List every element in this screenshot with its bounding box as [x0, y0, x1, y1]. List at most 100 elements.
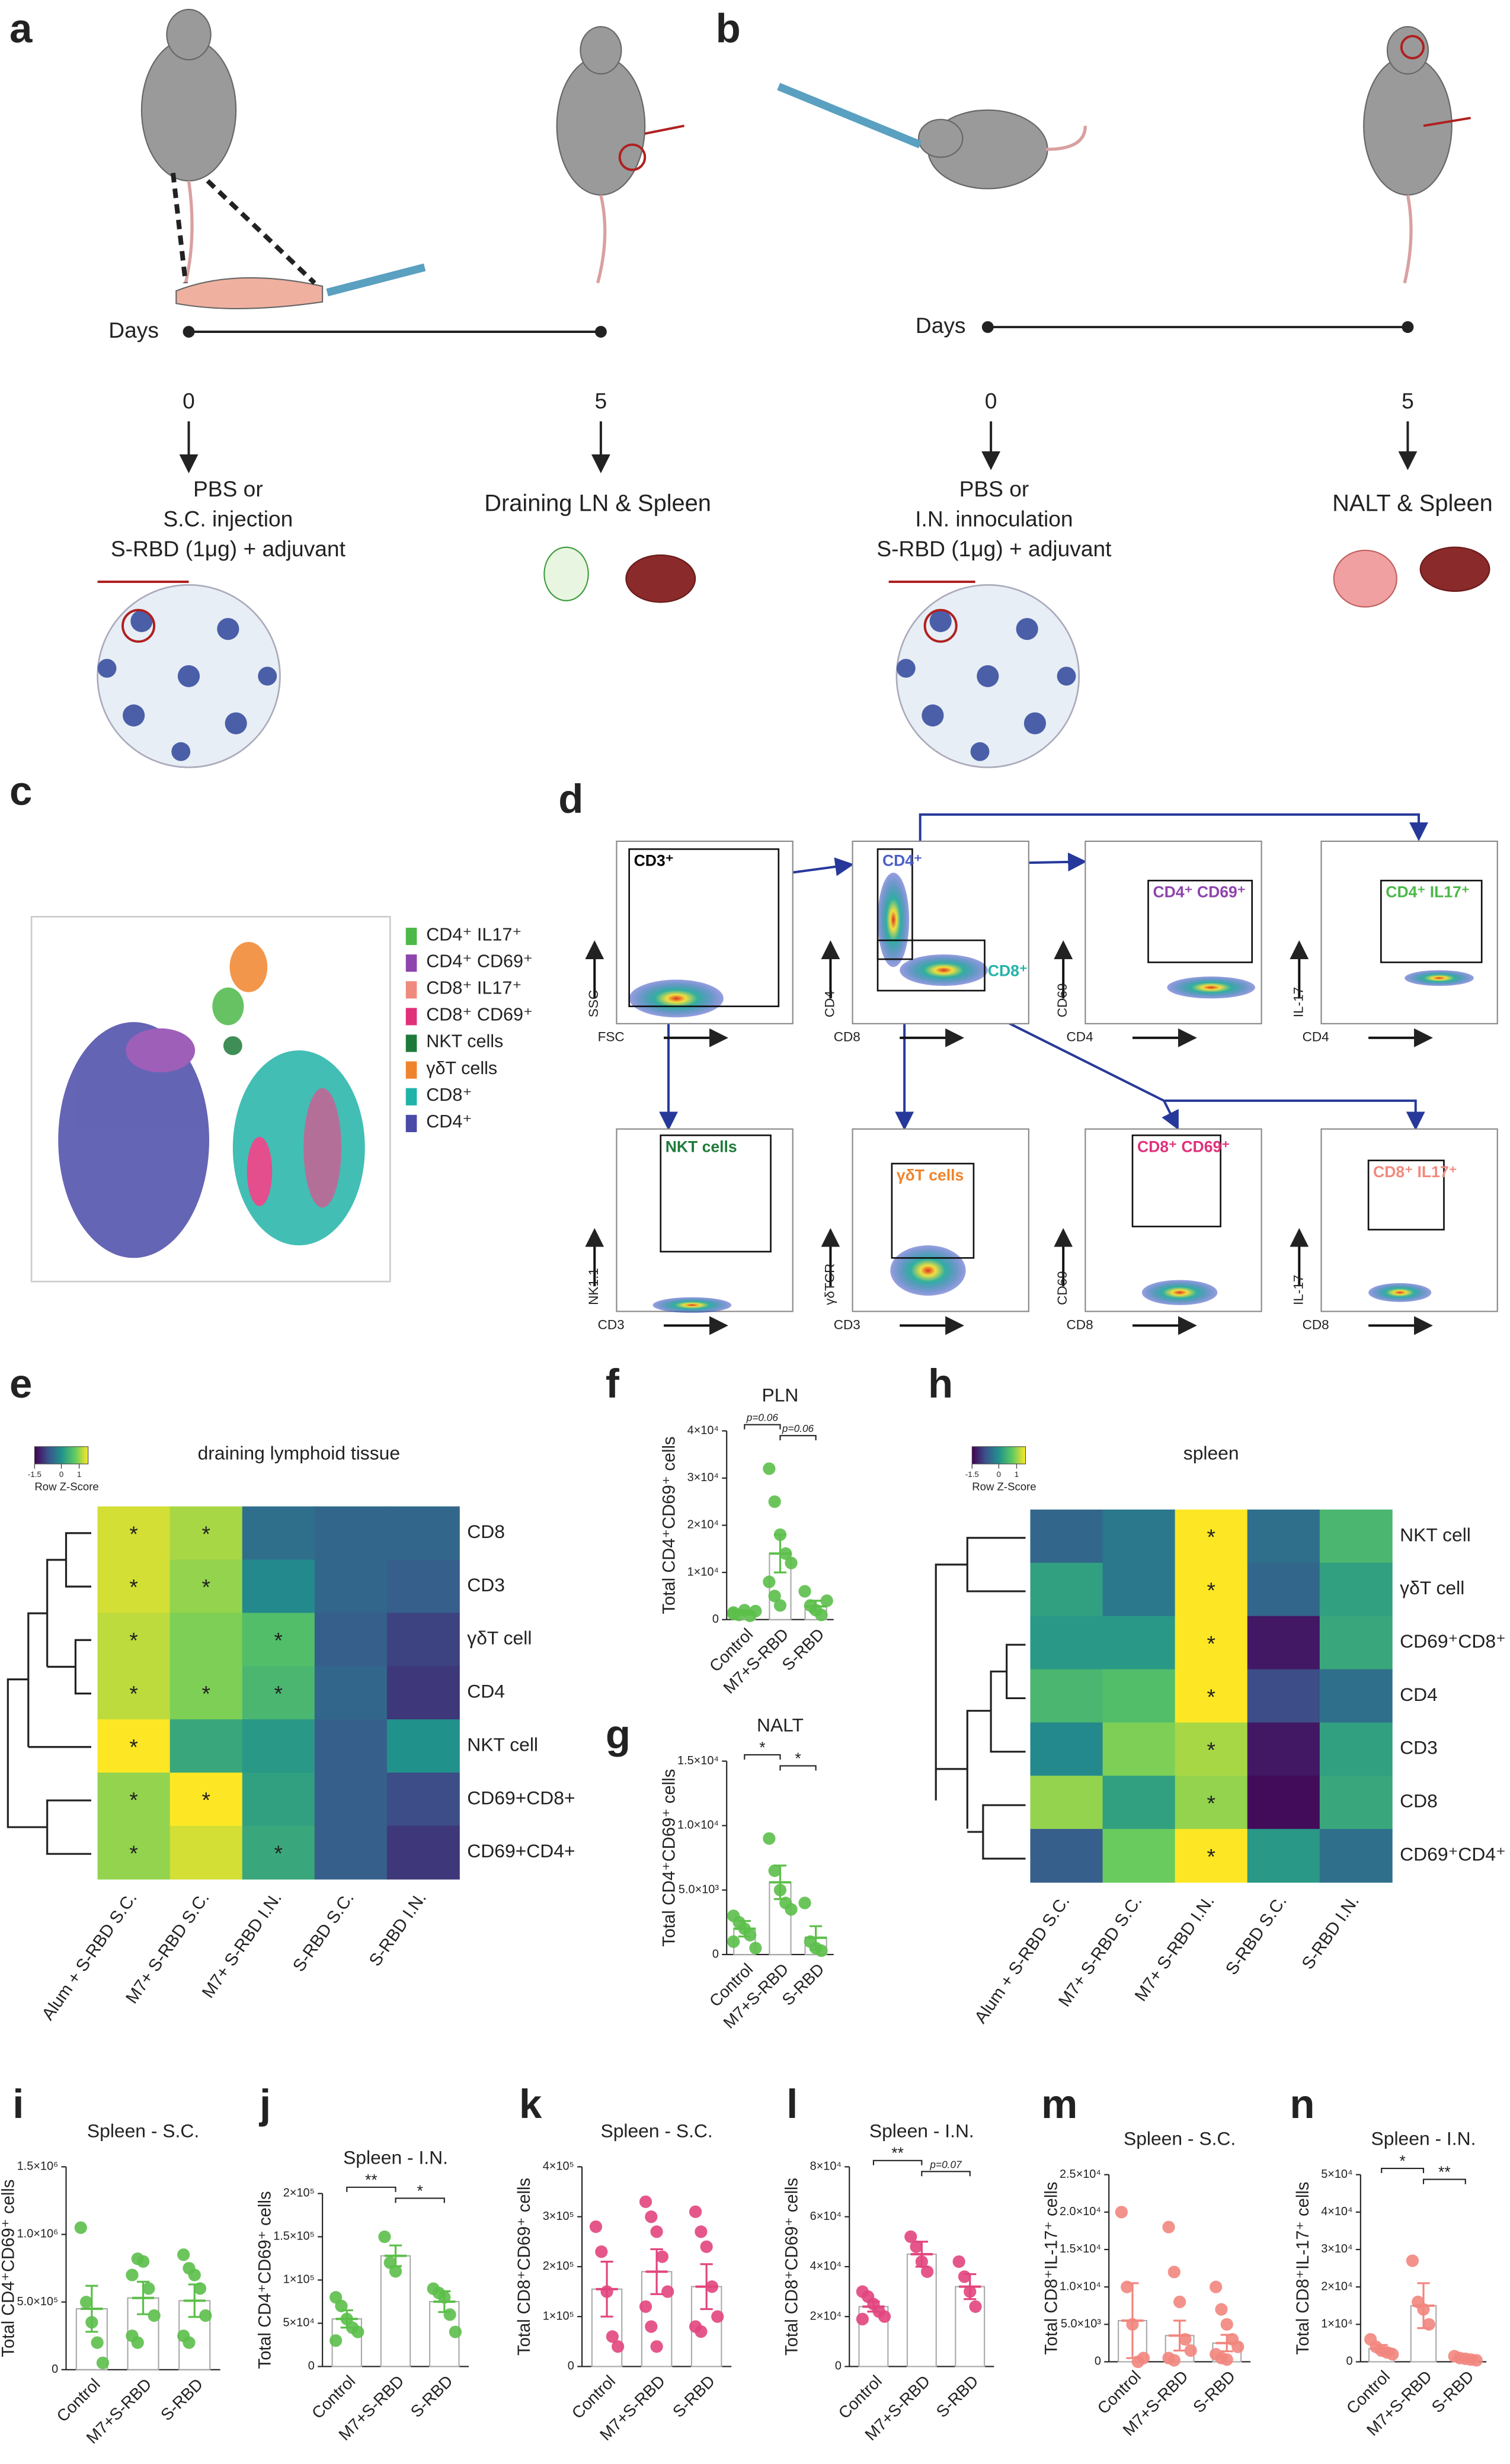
row-label: CD69⁺CD8⁺ [1400, 1630, 1506, 1652]
heat-cell [169, 1772, 243, 1827]
heat-cell [1102, 1829, 1176, 1883]
colorbar-label: Row Z-Score [34, 1481, 98, 1493]
panel-letter: n [1290, 2081, 1314, 2127]
heat-cell [242, 1719, 315, 1773]
gate [1147, 879, 1253, 963]
significance-star: * [1207, 1631, 1215, 1656]
day-label: 5 [1402, 388, 1414, 413]
heat-cell [1247, 1829, 1320, 1883]
panel-letter: a [9, 5, 33, 51]
significance-star: * [1207, 1790, 1215, 1815]
data-point [798, 1585, 811, 1598]
y-tick-label: 4×10⁴ [687, 1424, 719, 1437]
data-point [773, 1599, 787, 1612]
chart-title: Spleen - I.N. [343, 2147, 448, 2168]
heat-cell [169, 1825, 243, 1880]
axis-label: CD8 [1067, 1317, 1093, 1332]
data-point [815, 1609, 828, 1622]
density [652, 1297, 732, 1313]
treatment-text: S-RBD (1μg) + adjuvant [111, 536, 346, 561]
flow-plot [1320, 1128, 1498, 1312]
data-point [1386, 2348, 1399, 2361]
panel-letter: f [606, 1361, 620, 1406]
row-label: NKT cell [1400, 1524, 1471, 1545]
gate [891, 1162, 975, 1259]
data-point [1167, 2354, 1181, 2367]
significance-bracket [779, 1435, 817, 1441]
legend-swatch [405, 1008, 417, 1026]
data-point [705, 2280, 719, 2293]
flow-plot [1084, 1128, 1262, 1312]
data-point [773, 1528, 787, 1542]
colorbar [34, 1446, 89, 1465]
data-point [177, 2248, 190, 2261]
treatment-text: S-RBD (1μg) + adjuvant [876, 536, 1112, 561]
gate-label: CD8⁺ IL17⁺ [1373, 1163, 1457, 1181]
x-tick-label: S-RBD [1189, 2367, 1239, 2416]
y-tick-label: 2×10⁴ [687, 1518, 719, 1531]
heat-cell [1319, 1722, 1393, 1777]
significance-star: * [129, 1787, 137, 1812]
data-point [449, 2325, 462, 2338]
y-tick-label: 2×10⁴ [810, 2309, 842, 2322]
legend-label: CD4⁺ CD69⁺ [426, 951, 533, 971]
significance-bracket [921, 2171, 971, 2177]
data-point [773, 1883, 787, 1896]
heat-cell [242, 1666, 315, 1720]
chart-title: Spleen - S.C. [1124, 2128, 1236, 2149]
dendrogram [7, 1532, 1026, 1860]
y-tick-label: 1.5×10⁴ [677, 1754, 719, 1767]
y-tick-label: 2×10⁴ [1321, 2280, 1352, 2293]
significance-label: p=0.06 [782, 1422, 814, 1434]
row-label: γδT cell [467, 1627, 532, 1649]
legend-swatch [405, 1061, 417, 1079]
y-axis-label: Total CD4⁺CD69⁺ cells [0, 2180, 18, 2357]
significance-bracket [872, 2159, 923, 2165]
gate [876, 939, 986, 992]
data-point [606, 2330, 619, 2343]
y-tick-label: 5×10⁴ [283, 2316, 314, 2330]
y-tick-label: 0 [1346, 2355, 1353, 2368]
data-point [768, 1864, 781, 1877]
y-tick-label: 8×10⁴ [810, 2160, 842, 2173]
flow-plot [616, 1128, 794, 1312]
density [890, 1245, 966, 1296]
data-point [1220, 2353, 1233, 2366]
y-axis-label: Total CD8⁺CD69⁺ cells [515, 2178, 534, 2356]
heat-cell [1102, 1776, 1176, 1829]
heat-cell [1175, 1829, 1248, 1883]
gate-label: CD4⁺ [882, 851, 922, 869]
data-point [689, 2205, 702, 2218]
column-label: Alum + S-RBD S.C. [39, 1889, 141, 2024]
row-label: CD69+CD4+ [467, 1840, 575, 1861]
treatment-text: PBS or [193, 476, 263, 501]
data-point [335, 2299, 348, 2312]
data-point [964, 2285, 977, 2298]
data-point [378, 2230, 391, 2244]
y-tick-label: 1.0×10⁴ [1060, 2280, 1101, 2293]
heatmap-title: spleen [1183, 1442, 1239, 1463]
heat-cell [1030, 1776, 1103, 1829]
density [1167, 976, 1256, 999]
heat-cell [314, 1719, 388, 1773]
heat-cell [169, 1613, 243, 1667]
gate [628, 848, 780, 1007]
y-axis-label: Total CD8⁺IL-17⁺ cells [1042, 2182, 1061, 2355]
heat-cell [1175, 1509, 1248, 1563]
legend-label: CD4⁺ IL17⁺ [426, 924, 522, 944]
panel-letter: i [12, 2081, 24, 2127]
gate [660, 1134, 772, 1253]
significance-star: * [201, 1575, 210, 1600]
day-label: 0 [985, 388, 997, 413]
data-point [1115, 2206, 1128, 2219]
chart-title: Spleen - S.C. [600, 2120, 712, 2141]
density [900, 954, 988, 986]
data-point [79, 2296, 93, 2309]
chart-title: NALT [757, 1715, 804, 1736]
significance-label: * [1399, 2152, 1405, 2170]
heat-cell [314, 1666, 388, 1720]
data-point [1220, 2318, 1233, 2331]
panel-letter: m [1041, 2081, 1077, 2127]
data-point [910, 2240, 923, 2253]
